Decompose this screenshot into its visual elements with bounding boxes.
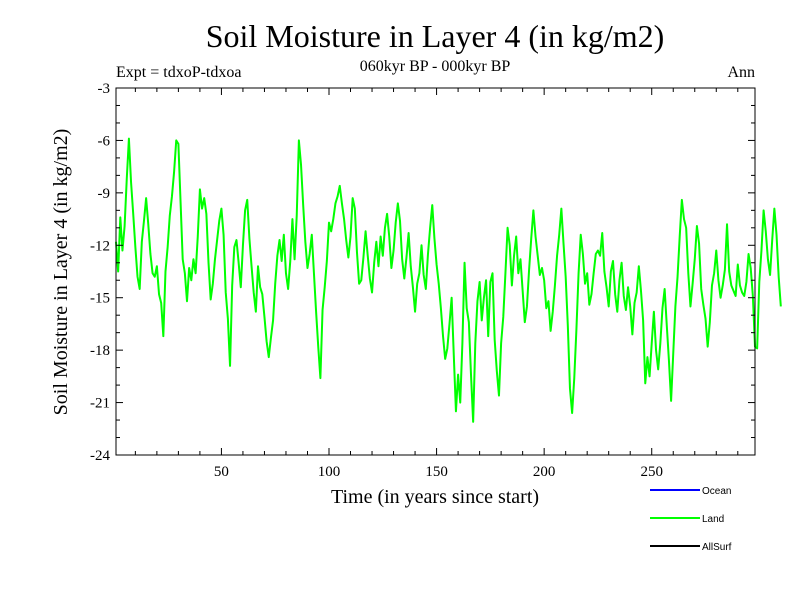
chart-title: Soil Moisture in Layer 4 (in kg/m2) xyxy=(206,18,665,54)
legend-label-ocean: Ocean xyxy=(702,486,731,497)
x-tick-label: 200 xyxy=(533,464,556,480)
chart-subtitle: 060kyr BP - 000kyr BP xyxy=(360,58,511,75)
plot-frame xyxy=(115,87,756,456)
y-tick-label: -12 xyxy=(90,238,110,254)
x-tick-label: 50 xyxy=(214,464,229,480)
legend-label-allsurf: AllSurf xyxy=(702,542,732,553)
season-label: Ann xyxy=(727,64,755,81)
experiment-label: Expt = tdxoP-tdxoa xyxy=(116,64,241,81)
series-line-land xyxy=(115,137,782,423)
y-tick-label: -18 xyxy=(90,343,110,359)
x-tick-label: 100 xyxy=(318,464,341,480)
y-tick-label: -21 xyxy=(90,396,110,412)
y-tick-label: -9 xyxy=(98,186,111,202)
x-axis-label: Time (in years since start) xyxy=(331,486,539,508)
x-tick-label: 250 xyxy=(640,464,663,480)
legend-label-land: Land xyxy=(702,514,724,525)
y-tick-label: -24 xyxy=(90,448,110,464)
y-tick-label: -6 xyxy=(98,133,111,149)
x-tick-label: 150 xyxy=(425,464,448,480)
y-tick-label: -15 xyxy=(90,291,110,307)
y-tick-label: -3 xyxy=(98,81,111,97)
y-axis-label: Soil Moisture in Layer 4 (in kg/m2) xyxy=(50,129,72,416)
